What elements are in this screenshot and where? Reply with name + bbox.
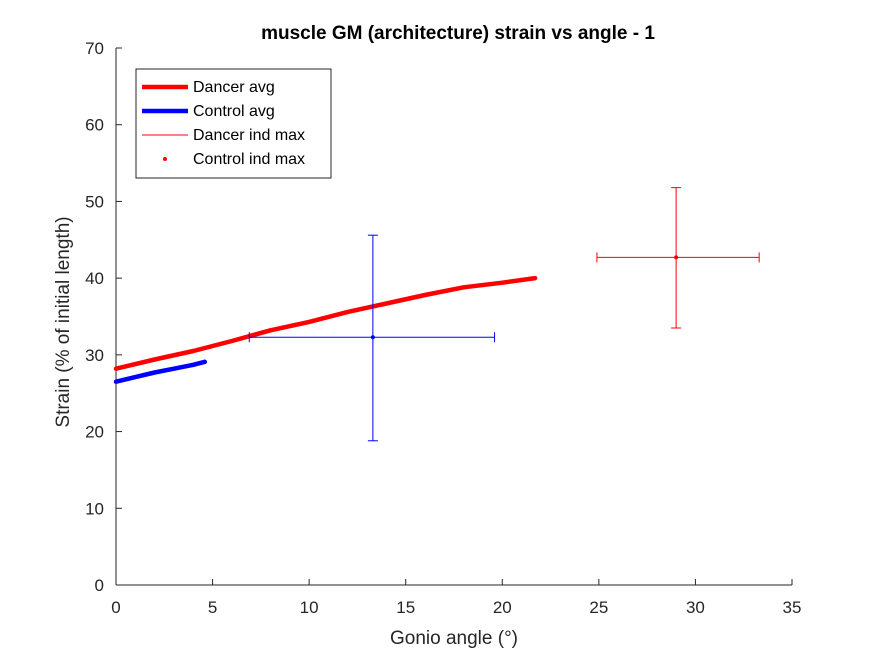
series-layer [113, 187, 760, 442]
x-tick-label: 20 [493, 598, 512, 617]
legend-control-ind-max-label: Control ind max [193, 151, 305, 168]
y-tick-label: 30 [85, 346, 104, 365]
y-tick-label: 10 [85, 499, 104, 518]
x-ticks: 0 5 10 15 20 25 30 35 [111, 579, 801, 617]
legend-control-ind-max-swatch [163, 157, 167, 161]
legend: Dancer avg Control avg Dancer ind max Contr… [135, 68, 332, 179]
series-line-dancer-avg [113, 275, 538, 371]
series-line-control-avg [113, 359, 208, 384]
x-axis-label: Gonio angle (°) [390, 628, 518, 649]
y-tick-label: 40 [85, 269, 104, 288]
y-ticks: 0 10 20 30 40 50 60 70 [85, 39, 122, 595]
x-tick-label: 0 [111, 598, 120, 617]
x-tick-label: 30 [686, 598, 705, 617]
errorbar-dancer-ind-max-point [674, 255, 679, 260]
y-axis-label: Strain (% of initial length) [53, 216, 74, 427]
chart-title: muscle GM (architecture) strain vs angle… [261, 23, 655, 44]
x-tick-label: 5 [208, 598, 217, 617]
y-tick-label: 0 [95, 576, 104, 595]
y-tick-label: 60 [85, 116, 104, 135]
plot-axes [115, 48, 792, 586]
y-tick-label: 20 [85, 423, 104, 442]
x-tick-label: 15 [396, 598, 415, 617]
x-tick-label: 35 [783, 598, 802, 617]
legend-control-avg-label: Control avg [193, 103, 275, 120]
errorbar-control-ind-max-point [370, 335, 375, 340]
legend-dancer-ind-max-label: Dancer ind max [193, 127, 305, 144]
y-tick-label: 70 [85, 39, 104, 58]
x-tick-label: 25 [589, 598, 608, 617]
y-tick-label: 50 [85, 192, 104, 211]
legend-dancer-avg-label: Dancer avg [193, 79, 275, 96]
x-tick-label: 10 [300, 598, 319, 617]
